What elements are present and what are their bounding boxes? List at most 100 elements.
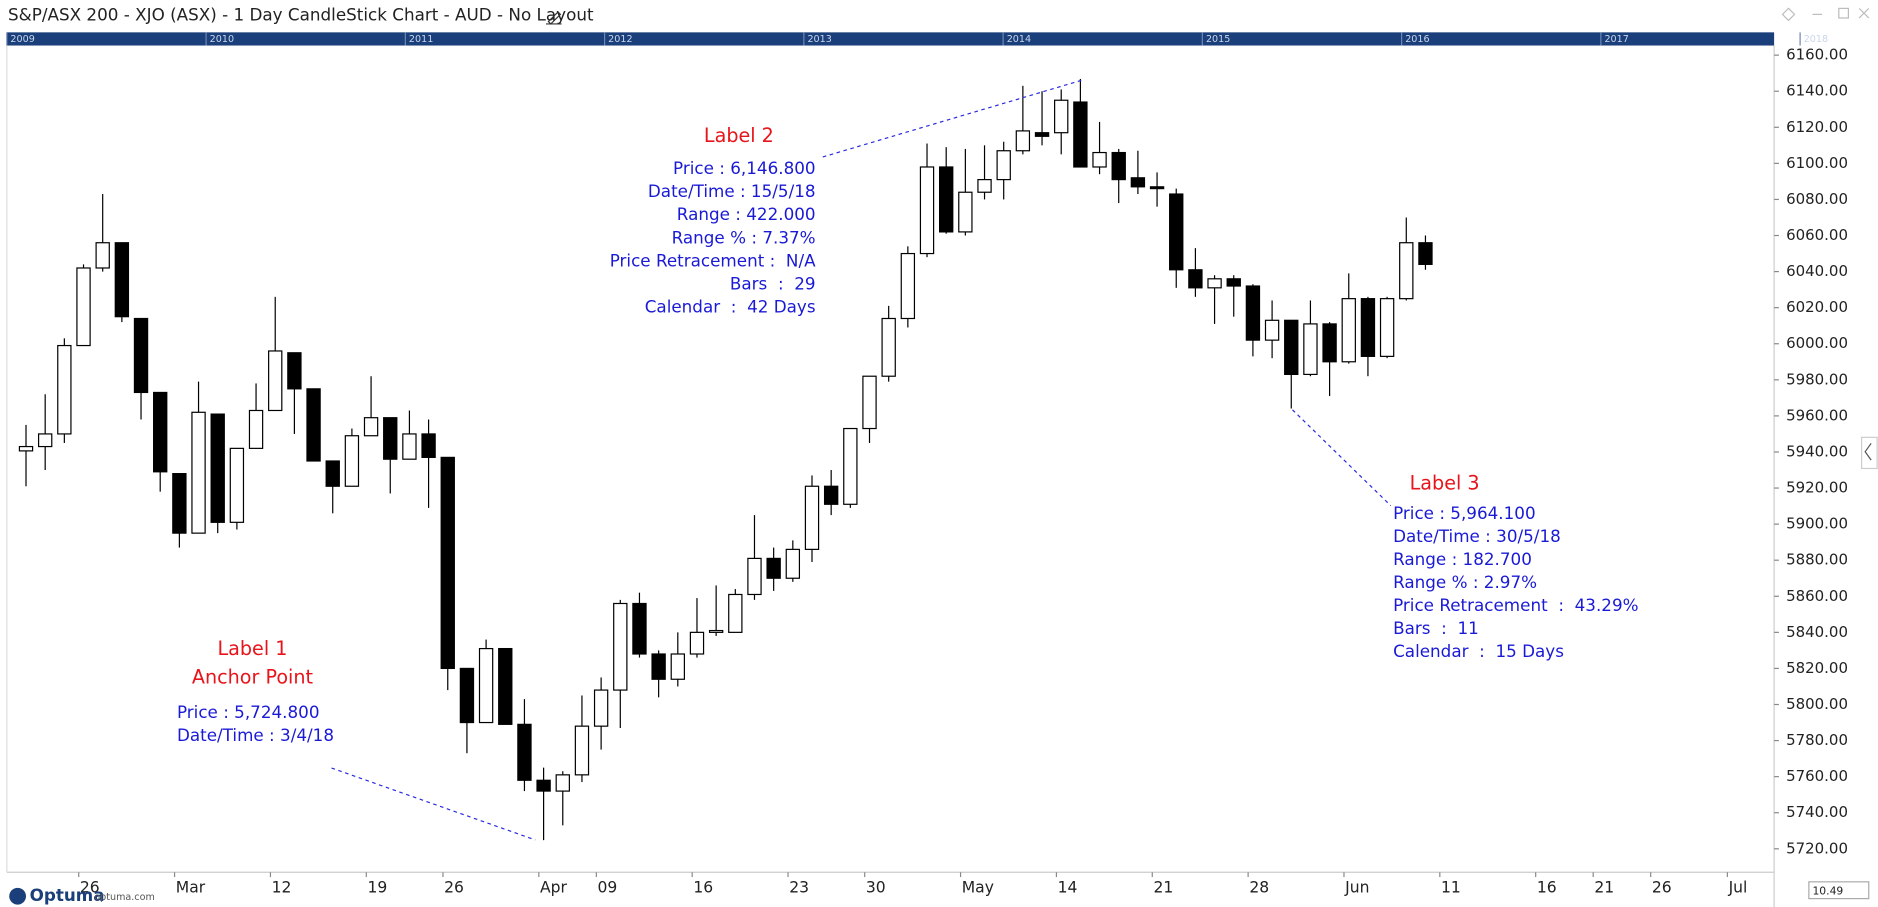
overview-year: 2009: [10, 34, 34, 45]
candle: [1226, 275, 1241, 317]
candle: [843, 427, 858, 508]
candle: [785, 540, 801, 582]
candle-body: [402, 433, 417, 460]
y-tick-label: 6120.00: [1786, 118, 1848, 136]
footer-logo: Optuma optuma.com: [9, 885, 155, 905]
candle-body: [440, 456, 455, 670]
candle-body: [1092, 151, 1107, 168]
candle: [1264, 300, 1280, 359]
x-tick-label: Apr: [540, 878, 568, 896]
candle-body: [1130, 177, 1146, 188]
candle: [210, 413, 225, 534]
candle: [1322, 322, 1337, 397]
candle-body: [383, 417, 398, 460]
candle-body: [1226, 278, 1241, 287]
candle: [76, 264, 91, 347]
y-tick-label: 6140.00: [1786, 82, 1848, 100]
annotation-line: Price Retracement : 43.29%: [1393, 595, 1638, 615]
candle: [1130, 150, 1146, 195]
annotation-line: Date/Time : 15/5/18: [648, 181, 816, 201]
edit-icon[interactable]: [546, 11, 562, 25]
annotation-line: Date/Time : 30/5/18: [1393, 526, 1561, 546]
annotation-line: Date/Time : 3/4/18: [177, 725, 334, 745]
panel-toggle[interactable]: [1864, 442, 1872, 461]
candle: [517, 699, 532, 792]
y-tick-label: 5780.00: [1786, 731, 1848, 749]
window-title: S&P/ASX 200 - XJO (ASX) - 1 Day CandleSt…: [8, 5, 594, 25]
annotation-title: Label 1: [217, 637, 287, 660]
candle-body: [919, 166, 935, 255]
candle-body: [785, 548, 801, 579]
candle-body: [325, 460, 340, 487]
candle-body: [306, 388, 321, 462]
candle: [363, 376, 379, 437]
candle-body: [939, 166, 954, 233]
candle-body: [1399, 242, 1414, 300]
candle: [708, 585, 724, 636]
candle: [229, 447, 245, 530]
overview-year: 2013: [807, 34, 831, 45]
candle: [881, 305, 896, 382]
candle: [440, 456, 455, 691]
candle-body: [1341, 298, 1356, 363]
annotation-line: Price : 6,146.800: [673, 158, 816, 178]
candle-body: [478, 647, 494, 724]
candle: [536, 767, 551, 841]
candle-body: [18, 445, 34, 452]
candle-body: [133, 317, 149, 394]
candle-body: [1322, 323, 1337, 363]
pin-icon[interactable]: [1781, 7, 1796, 22]
candle: [306, 388, 321, 462]
candle: [919, 143, 935, 258]
candle-body: [57, 344, 72, 435]
candle-body: [1169, 193, 1184, 271]
candle: [1360, 296, 1376, 377]
candle-body: [958, 191, 973, 233]
candle-body: [191, 411, 206, 534]
candle: [1111, 148, 1126, 204]
candle: [1399, 217, 1414, 301]
candle: [1092, 121, 1107, 175]
candle: [459, 667, 475, 754]
logo-icon: [9, 887, 27, 905]
candle: [287, 352, 302, 434]
y-tick-label: 6060.00: [1786, 226, 1848, 244]
y-tick-label: 5720.00: [1786, 839, 1848, 857]
annotation-leaders: [331, 79, 1392, 841]
overview-year: 2015: [1206, 34, 1230, 45]
candle: [402, 410, 417, 460]
logo-brand: Optuma: [30, 885, 105, 905]
annotation-line: Range % : 7.37%: [672, 227, 816, 247]
y-tick-label: 5840.00: [1786, 623, 1848, 641]
panel-toggle-box[interactable]: [1860, 436, 1878, 470]
annotation-line: Calendar : 42 Days: [645, 297, 816, 317]
x-tick-label: 19: [367, 878, 387, 896]
overview-strip[interactable]: [6, 32, 1775, 46]
candle: [57, 338, 72, 443]
candle: [1207, 275, 1222, 324]
candle: [804, 475, 820, 563]
candle: [613, 599, 628, 728]
candle-body: [1284, 319, 1299, 376]
x-tick-label: 23: [789, 878, 809, 896]
candle-body: [900, 252, 916, 320]
candle-body: [843, 427, 858, 505]
maximize-button[interactable]: [1838, 7, 1849, 19]
candle: [1341, 273, 1356, 364]
y-tick-label: 6080.00: [1786, 190, 1848, 208]
x-tick-label: 28: [1249, 878, 1269, 896]
candle-body: [823, 485, 839, 505]
y-tick-label: 5800.00: [1786, 695, 1848, 713]
annotation-line: Bars : 11: [1393, 618, 1479, 638]
zoom-box[interactable]: [1808, 881, 1870, 900]
candle-body: [114, 242, 130, 318]
annotation-subtitle: Anchor Point: [192, 666, 314, 689]
candle-body: [977, 179, 992, 193]
close-button[interactable]: [1858, 7, 1870, 19]
candle: [958, 148, 973, 236]
x-tick-label: 26: [80, 878, 100, 896]
candle: [632, 592, 647, 658]
candle-body: [862, 375, 877, 430]
candle-body: [153, 391, 168, 473]
